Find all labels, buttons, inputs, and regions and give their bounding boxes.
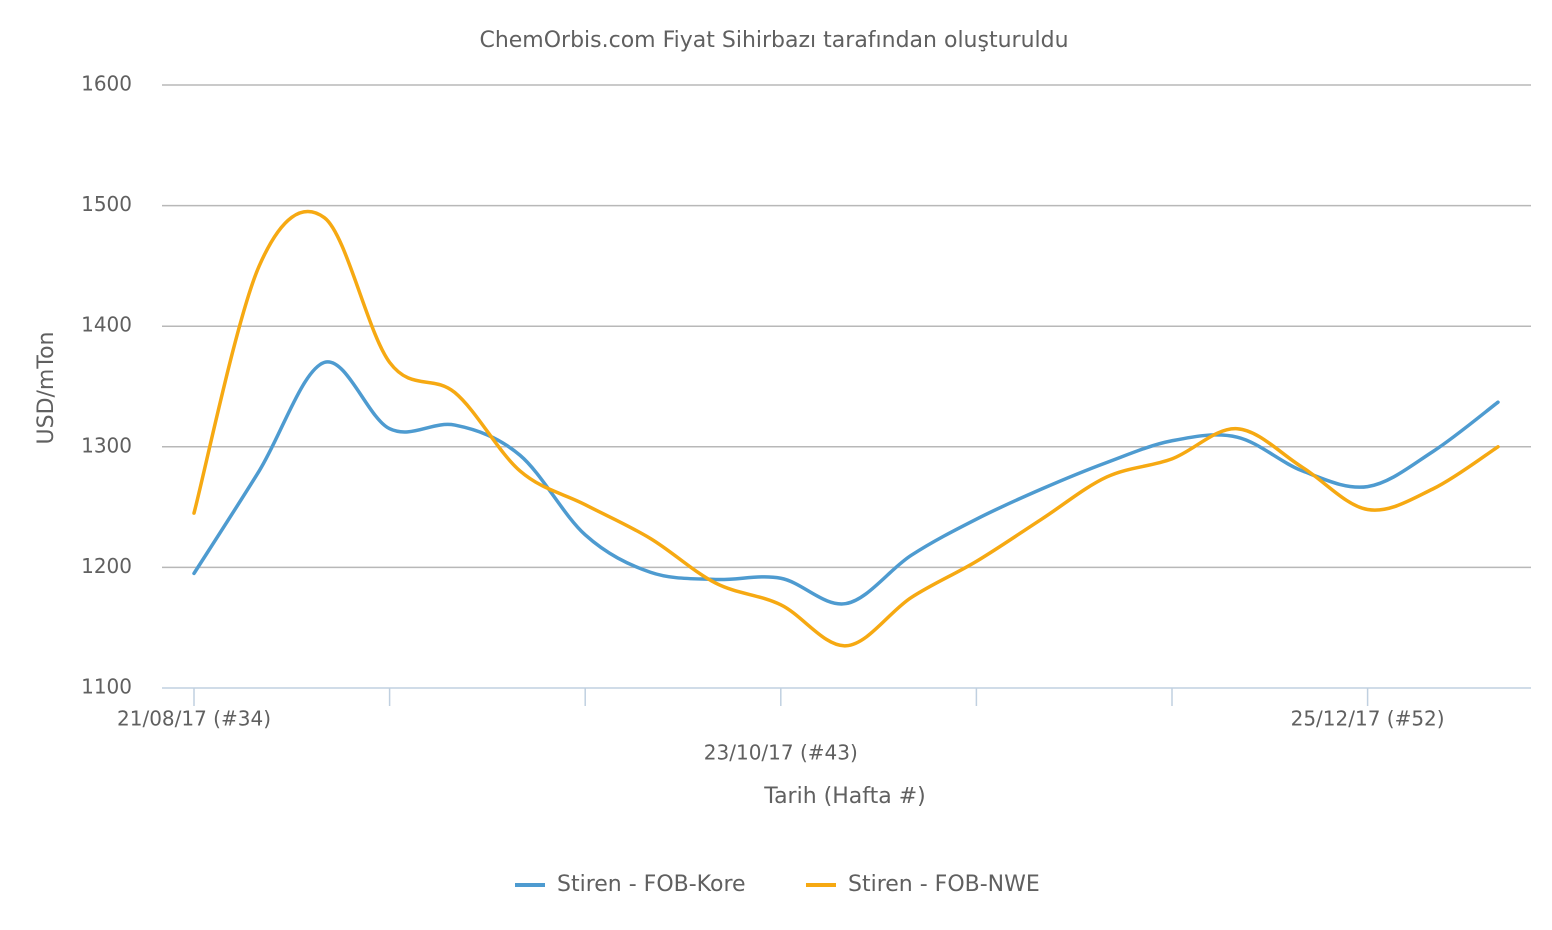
x-tick-label: 25/12/17 (#52) <box>1291 707 1445 731</box>
y-tick-label: 1300 <box>81 433 132 457</box>
series-line <box>192 360 1500 606</box>
y-tick-label: 1100 <box>81 675 132 699</box>
y-tick-label: 1500 <box>81 192 132 216</box>
chart-title: ChemOrbis.com Fiyat Sihirbazı tarafından… <box>479 28 1068 53</box>
series-line <box>192 209 1500 648</box>
y-tick-label: 1200 <box>81 554 132 578</box>
x-tick-label: 21/08/17 (#34) <box>117 707 271 731</box>
legend-label: Stiren - FOB-Kore <box>557 872 746 897</box>
y-tick-label: 1600 <box>81 72 132 96</box>
x-axis-label: Tarih (Hafta #) <box>763 784 925 809</box>
legend-label: Stiren - FOB-NWE <box>848 872 1040 897</box>
y-tick-label: 1400 <box>81 313 132 337</box>
x-tick-label: 23/10/17 (#43) <box>704 741 858 765</box>
y-axis-label: USD/mTon <box>34 332 59 445</box>
